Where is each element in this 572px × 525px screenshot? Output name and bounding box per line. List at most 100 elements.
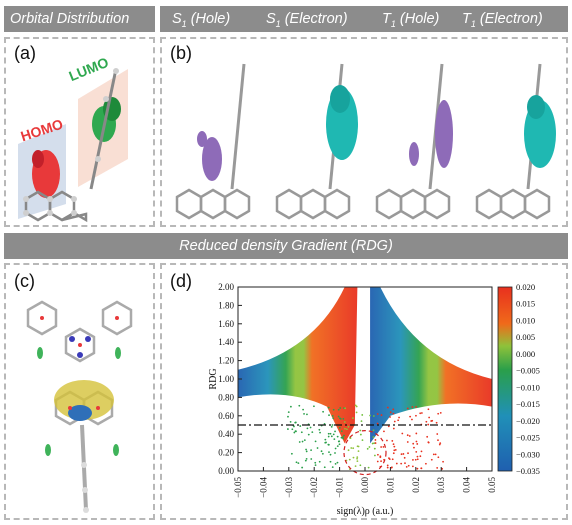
scatter-point bbox=[331, 424, 334, 426]
scatter-point bbox=[352, 447, 355, 450]
scatter-point bbox=[380, 460, 382, 463]
scatter-point bbox=[383, 430, 385, 433]
scatter-point bbox=[314, 440, 317, 443]
scatter-point bbox=[313, 405, 315, 408]
scatter-point bbox=[413, 446, 415, 449]
y-tick-label: 0.00 bbox=[218, 466, 234, 476]
x-tick-label: 0.00 bbox=[360, 477, 370, 493]
scatter-point bbox=[318, 460, 321, 463]
scatter-point bbox=[327, 435, 330, 438]
scatter-point bbox=[337, 408, 340, 411]
y-tick-label: 1.40 bbox=[218, 337, 234, 347]
scatter-point bbox=[416, 467, 419, 470]
scatter-point bbox=[416, 458, 419, 461]
colorbar-tick-label: 0.020 bbox=[516, 282, 535, 292]
scatter-point bbox=[329, 432, 332, 435]
rdg-header: Reduced density Gradient (RDG) bbox=[4, 233, 568, 259]
colorbar-tick-label: −0.030 bbox=[516, 449, 540, 459]
scatter-point bbox=[436, 433, 439, 435]
scatter-point bbox=[412, 442, 415, 445]
scatter-point bbox=[310, 449, 312, 452]
scatter-point bbox=[342, 417, 345, 420]
scatter-point bbox=[377, 453, 379, 456]
scatter-point bbox=[334, 447, 337, 450]
panel-b-label: (b) bbox=[170, 43, 192, 63]
scatter-point bbox=[298, 404, 301, 407]
x-tick-label: 0.04 bbox=[462, 477, 472, 493]
scatter-point bbox=[337, 440, 340, 443]
scatter-point bbox=[344, 427, 346, 430]
colorbar-tick-label: −0.015 bbox=[516, 399, 540, 409]
scatter-point bbox=[309, 426, 312, 429]
header-t1-electron: T1 (Electron) bbox=[462, 11, 543, 29]
scatter-point bbox=[318, 428, 321, 431]
scatter-point bbox=[436, 467, 439, 469]
scatter-point bbox=[427, 441, 430, 444]
scatter-point bbox=[331, 415, 334, 417]
scatter-point bbox=[374, 439, 377, 441]
nto-molecules bbox=[175, 63, 556, 220]
scatter-point bbox=[295, 430, 297, 433]
scatter-point bbox=[392, 408, 395, 411]
scatter-point bbox=[328, 414, 330, 417]
scatter-point bbox=[334, 452, 336, 454]
molecule-s1-electron bbox=[275, 63, 358, 220]
axes: 0.00 0.20 0.40 0.60 0.80 1.00 1.20 1.40 1.60 1.80… bbox=[208, 282, 497, 517]
molecule-s1-hole bbox=[175, 63, 251, 220]
scatter-point bbox=[420, 450, 423, 453]
scatter-point bbox=[435, 421, 438, 424]
scatter-point bbox=[411, 406, 414, 408]
scatter-point bbox=[409, 415, 412, 418]
colorbar-tick-label: −0.020 bbox=[516, 416, 540, 426]
scatter-point bbox=[386, 439, 388, 442]
scatter-point bbox=[415, 405, 417, 408]
scatter-point bbox=[407, 452, 409, 455]
scatter-point bbox=[424, 462, 427, 465]
scatter-point bbox=[359, 433, 362, 436]
scatter-point bbox=[392, 452, 395, 455]
x-tick-label: −0.01 bbox=[335, 477, 345, 498]
scatter-point bbox=[329, 460, 332, 463]
scatter-point bbox=[376, 413, 379, 415]
homo-lumo-molecule bbox=[18, 68, 128, 223]
scatter-point bbox=[394, 449, 397, 451]
scatter-point bbox=[393, 420, 396, 423]
scatter-point bbox=[419, 455, 422, 458]
scatter-point bbox=[324, 438, 327, 441]
scatter-point bbox=[349, 437, 352, 439]
scatter-cloud bbox=[370, 287, 492, 444]
colorbar-tick-label: 0.015 bbox=[516, 299, 535, 309]
scatter-point bbox=[434, 453, 437, 456]
scatter-point bbox=[348, 458, 351, 461]
scatter-point bbox=[290, 452, 293, 455]
scatter-point bbox=[376, 460, 379, 463]
scatter-point bbox=[386, 466, 389, 469]
scatter-point bbox=[406, 434, 409, 437]
scatter-point bbox=[289, 405, 292, 408]
scatter-point bbox=[314, 464, 317, 467]
scatter-point bbox=[352, 417, 354, 419]
orbital-distribution-header: Orbital Distribution bbox=[4, 6, 155, 32]
x-axis-label: sign(λ)ρ (a.u.) bbox=[337, 506, 394, 517]
scatter-point bbox=[300, 431, 303, 434]
scatter-point bbox=[414, 458, 417, 461]
rdg-scatter-chart: 0.00 0.20 0.40 0.60 0.80 1.00 1.20 1.40 1.60 1.80… bbox=[208, 282, 540, 517]
scatter-point bbox=[333, 438, 336, 440]
scatter-point bbox=[439, 411, 442, 414]
colorbar-bar bbox=[497, 286, 513, 472]
scatter-point bbox=[306, 413, 308, 416]
scatter-point bbox=[407, 464, 410, 467]
molecule-t1-electron bbox=[475, 63, 556, 220]
plot-area bbox=[238, 287, 492, 476]
scatter-point bbox=[406, 441, 409, 443]
scatter-point bbox=[425, 420, 428, 423]
scatter-point bbox=[430, 458, 433, 461]
scatter-point bbox=[386, 406, 389, 409]
scatter-points bbox=[238, 287, 492, 471]
highlight-circle bbox=[343, 430, 387, 476]
scatter-point bbox=[386, 464, 389, 467]
scatter-point bbox=[314, 461, 317, 464]
x-tick-label: −0.04 bbox=[258, 477, 268, 498]
scatter-point bbox=[372, 436, 375, 438]
scatter-point bbox=[361, 414, 364, 416]
